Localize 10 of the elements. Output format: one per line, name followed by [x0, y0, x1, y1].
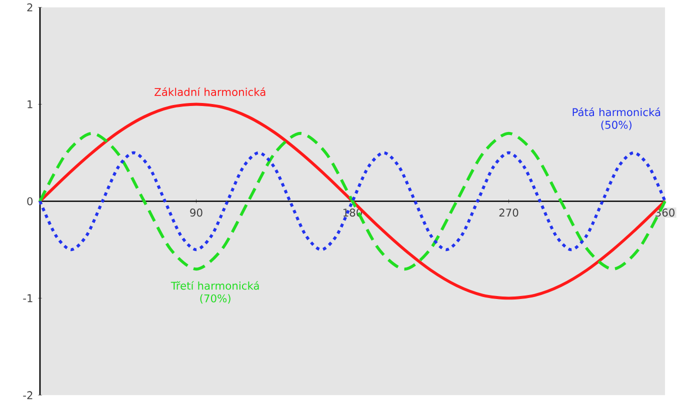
- y-tick-label: 2: [27, 3, 32, 12]
- x-tick-label: 90: [190, 208, 202, 217]
- x-tick-label: 270: [499, 208, 518, 217]
- y-tick-label: 0: [27, 197, 33, 206]
- y-tick-label: -2: [23, 391, 32, 400]
- text: Pátá harmonická (50%): [572, 108, 660, 130]
- text: Třetí harmonická (70%): [170, 281, 259, 304]
- y-tick-label: -1: [23, 294, 32, 302]
- series-label: Základní harmonická: [154, 87, 266, 96]
- y-tick-label: 1: [28, 100, 32, 108]
